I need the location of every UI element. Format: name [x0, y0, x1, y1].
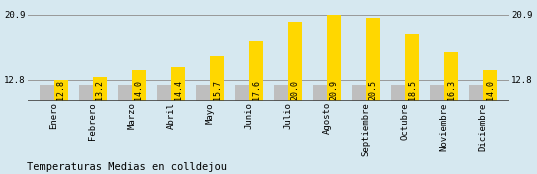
Bar — [54, 80, 68, 101]
Bar — [274, 85, 288, 101]
Bar — [40, 85, 54, 101]
Bar — [328, 15, 341, 101]
Bar — [157, 85, 171, 101]
Bar — [288, 22, 302, 101]
Text: 12.8: 12.8 — [56, 80, 66, 100]
Bar — [249, 41, 263, 101]
Bar — [430, 85, 444, 101]
Text: 20.9: 20.9 — [330, 80, 339, 100]
Text: 17.6: 17.6 — [252, 80, 260, 100]
Bar — [469, 85, 483, 101]
Bar — [196, 85, 209, 101]
Bar — [352, 85, 366, 101]
Bar — [405, 34, 419, 101]
Text: 14.0: 14.0 — [134, 80, 143, 100]
Text: 14.0: 14.0 — [486, 80, 495, 100]
Text: Temperaturas Medias en colldejou: Temperaturas Medias en colldejou — [27, 162, 227, 172]
Bar — [483, 70, 497, 101]
Text: 15.7: 15.7 — [213, 80, 222, 100]
Text: 18.5: 18.5 — [408, 80, 417, 100]
Bar — [171, 67, 185, 101]
Bar — [210, 57, 224, 101]
Bar — [132, 70, 146, 101]
Bar — [445, 52, 458, 101]
Text: 14.4: 14.4 — [173, 80, 183, 100]
Bar — [391, 85, 405, 101]
Text: 16.3: 16.3 — [447, 80, 456, 100]
Bar — [366, 18, 380, 101]
Text: 13.2: 13.2 — [96, 80, 105, 100]
Bar — [93, 77, 107, 101]
Text: 20.0: 20.0 — [291, 80, 300, 100]
Bar — [118, 85, 132, 101]
Bar — [313, 85, 327, 101]
Bar — [79, 85, 92, 101]
Text: 20.5: 20.5 — [369, 80, 378, 100]
Bar — [235, 85, 249, 101]
